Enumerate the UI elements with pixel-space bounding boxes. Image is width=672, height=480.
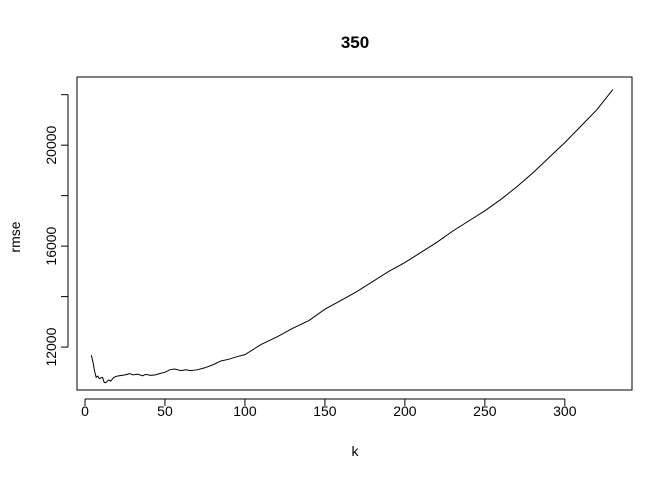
x-tick-label: 200 bbox=[393, 403, 417, 419]
x-tick-label: 250 bbox=[473, 403, 497, 419]
chart-title: 350 bbox=[341, 33, 369, 52]
x-tick-label: 300 bbox=[553, 403, 577, 419]
x-tick-label: 0 bbox=[81, 403, 89, 419]
y-tick-label: 12000 bbox=[43, 327, 59, 366]
x-axis-label: k bbox=[352, 443, 360, 459]
x-axis: 0 50 100 150 200 250 300 bbox=[81, 398, 577, 419]
x-tick-label: 150 bbox=[313, 403, 337, 419]
series-line bbox=[90, 89, 614, 384]
x-tick-label: 50 bbox=[157, 403, 173, 419]
y-tick-label: 20000 bbox=[43, 125, 59, 164]
y-axis-label: rmse bbox=[7, 221, 23, 252]
y-axis: 12000 16000 20000 bbox=[43, 94, 69, 367]
x-tick-label: 100 bbox=[233, 403, 257, 419]
y-tick-label: 16000 bbox=[43, 226, 59, 265]
plot-frame bbox=[76, 76, 633, 391]
